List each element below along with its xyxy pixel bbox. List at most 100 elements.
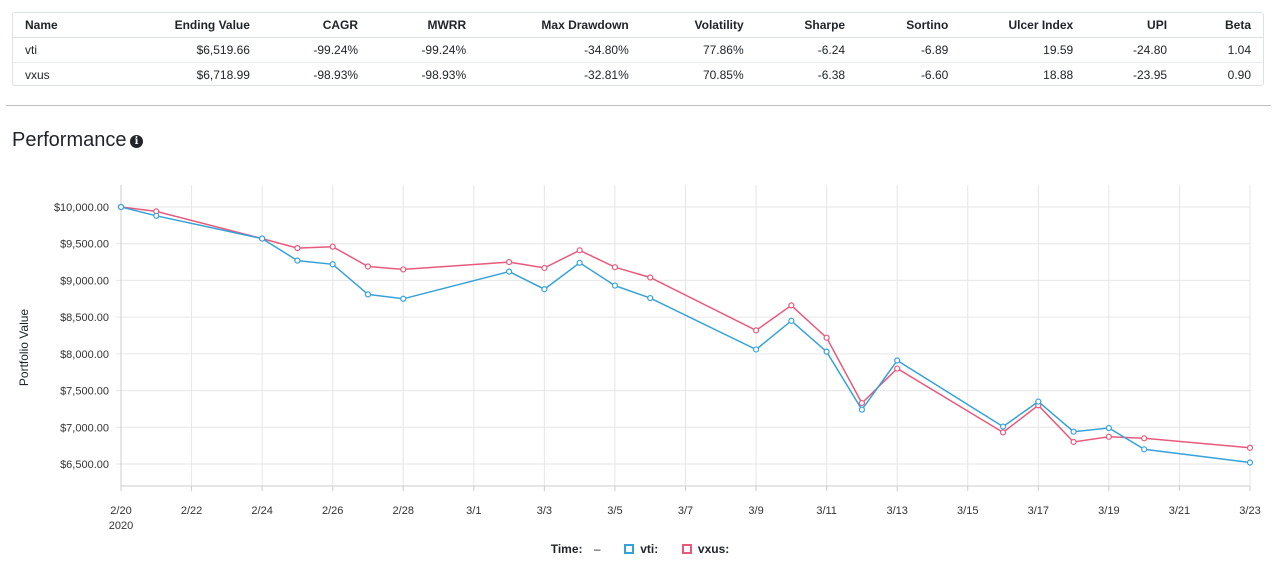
y-tick-label: $7,000.00 (60, 422, 109, 434)
x-tick-label: 2/28 (393, 505, 414, 517)
stats-table-container: Name Ending Value CAGR MWRR Max Drawdown Vola… (12, 12, 1264, 86)
cell-sharpe: -6.38 (817, 68, 846, 82)
y-tick-label: $9,000.00 (60, 275, 109, 287)
x-tick-label: 2/24 (251, 505, 272, 517)
header-cagr[interactable]: CAGR (261, 13, 371, 38)
x-tick-label: 2/20 (110, 505, 131, 517)
data-point-vti (400, 295, 407, 302)
cell-ending-value: $6,718.99 (196, 68, 250, 82)
y-tick-label: $6,500.00 (60, 459, 109, 471)
cell-beta: 1.04 (1179, 37, 1263, 63)
header-upi[interactable]: UPI (1085, 13, 1180, 38)
info-icon[interactable]: i (130, 135, 143, 148)
legend-label-vti[interactable]: vti: (640, 541, 659, 556)
stats-body: vti $6,519.66 -99.24% -99.24% -34.80% 77.86% -… (13, 37, 1263, 86)
cell-mwrr: -99.24% (370, 37, 479, 63)
header-beta[interactable]: Beta (1179, 13, 1263, 38)
header-ending-value[interactable]: Ending Value (134, 13, 262, 38)
data-point-vti (364, 291, 372, 298)
header-sharpe[interactable]: Sharpe (755, 13, 858, 38)
x-tick-label: 2/22 (181, 505, 202, 517)
data-point-vxus (1070, 438, 1077, 446)
data-point-vti (999, 423, 1007, 430)
cell-upi: -24.80 (1085, 37, 1180, 63)
data-point-vti (823, 348, 830, 355)
cell-volatility: 70.85% (702, 68, 744, 82)
data-point-vti (1070, 428, 1077, 435)
x-tick-label: 3/15 (957, 505, 978, 517)
data-point-vti (117, 203, 125, 211)
stats-header-row: Name Ending Value CAGR MWRR Max Drawdown Vola… (13, 13, 1263, 38)
cell-sortino: -6.89 (857, 37, 961, 63)
data-point-vxus (576, 247, 583, 254)
data-point-vxus (823, 334, 830, 341)
cell-ulcer-index: 18.88 (1043, 68, 1074, 82)
data-point-vxus (329, 243, 336, 250)
data-point-vxus (1141, 435, 1148, 442)
cell-ending-value: $6,519.66 (134, 37, 262, 63)
data-point-vti (894, 357, 901, 364)
data-point-vti (153, 212, 160, 219)
cell-name: vti (13, 37, 135, 63)
data-point-vti (294, 257, 301, 264)
data-point-vxus (505, 258, 513, 266)
data-point-vti (259, 235, 266, 242)
header-max-drawdown[interactable]: Max Drawdown (478, 13, 641, 38)
header-volatility[interactable]: Volatility (640, 13, 756, 38)
stats-table: Name Ending Value CAGR MWRR Max Drawdown Vola… (13, 13, 1263, 86)
header-sortino[interactable]: Sortino (857, 13, 961, 38)
data-point-vxus (541, 264, 548, 272)
x-tick-label: 3/21 (1169, 505, 1190, 517)
x-tick-label: 3/7 (678, 505, 693, 517)
data-point-vxus (611, 264, 619, 271)
data-point-vxus (364, 263, 372, 270)
y-tick-label: $8,000.00 (60, 349, 109, 361)
data-point-vti (858, 406, 866, 413)
data-point-vti (752, 346, 760, 353)
x-tick-label: 3/5 (607, 505, 622, 517)
cell-max-drawdown: -34.80% (478, 37, 641, 63)
data-point-vti (647, 294, 654, 302)
y-axis-label: Portfolio Value (17, 309, 31, 386)
x-tick-year-label: 2020 (109, 520, 133, 532)
x-tick-label: 3/19 (1098, 505, 1119, 517)
data-point-vti (1246, 459, 1254, 466)
y-tick-label: $10,000.00 (54, 202, 109, 214)
cell-sharpe: -6.24 (755, 37, 858, 63)
x-tick-label: 3/9 (748, 505, 763, 517)
performance-title: Performance (12, 129, 127, 151)
header-mwrr[interactable]: MWRR (370, 13, 479, 38)
table-row: vxus $6,718.99 -98.93% -98.93% -32.81% 70.85%… (13, 63, 1263, 86)
data-point-vti (1105, 424, 1112, 432)
data-point-vti (541, 286, 548, 293)
cell-sortino: -6.60 (920, 68, 949, 82)
data-point-vxus (788, 302, 795, 309)
data-point-vti (329, 261, 336, 268)
data-point-vxus (294, 245, 301, 252)
y-tick-label: $9,500.00 (60, 239, 109, 251)
data-point-vxus (1246, 444, 1254, 451)
cell-ulcer-index: 19.59 (960, 37, 1086, 63)
cell-max-drawdown: -32.81% (584, 68, 629, 82)
chart-legend: Time: – vti: vxus: (0, 541, 1280, 556)
data-point-vti (1035, 398, 1042, 405)
x-tick-label: 3/17 (1028, 505, 1049, 517)
legend-label-vxus[interactable]: vxus: (697, 541, 730, 556)
data-point-vti (788, 317, 795, 324)
legend-time-value: – (593, 541, 601, 556)
x-tick-label: 3/1 (466, 505, 481, 517)
data-point-vti (576, 259, 583, 266)
cell-upi: -23.95 (1133, 68, 1168, 82)
cell-cagr: -98.93% (313, 68, 359, 82)
header-ulcer-index[interactable]: Ulcer Index (960, 13, 1086, 38)
data-point-vti (611, 282, 619, 289)
section-divider (6, 105, 1271, 106)
data-point-vxus (1105, 433, 1112, 440)
cell-mwrr: -98.93% (421, 68, 467, 82)
legend-swatch-vxus (681, 543, 692, 554)
header-name[interactable]: Name (13, 13, 135, 38)
performance-chart: 2/20 2/22 2/24 2/26 2/28 3/1 3/3 3/5 3/7 3/9 3/11 3… (17, 185, 1261, 532)
data-point-vxus (894, 365, 901, 372)
legend-time-label: Time: (550, 541, 583, 556)
y-tick-label: $7,500.00 (60, 386, 109, 398)
